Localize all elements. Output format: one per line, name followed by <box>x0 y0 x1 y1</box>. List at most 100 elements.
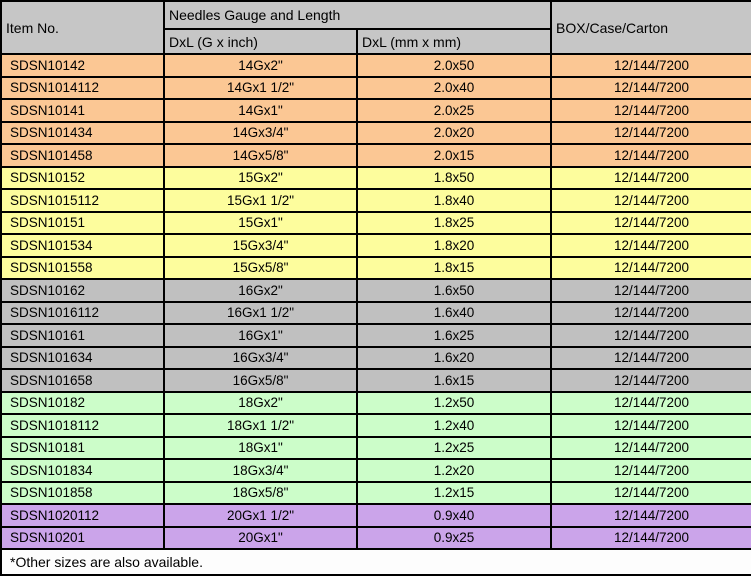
gauge-inch-cell: 15Gx5/8" <box>163 255 358 280</box>
table-row: SDSN101858 18Gx5/8" 1.2x15 12/144/7200 <box>0 480 751 505</box>
box-case-cell: 12/144/7200 <box>550 278 751 303</box>
size-mm-cell: 1.6x15 <box>356 368 552 393</box>
size-mm-cell: 1.6x50 <box>356 278 552 303</box>
box-case-cell: 12/144/7200 <box>550 210 751 235</box>
gauge-inch-cell: 14Gx3/4" <box>163 120 358 145</box>
item-no-cell: SDSN1018112 <box>0 413 165 438</box>
item-no-cell: SDSN101534 <box>0 233 165 258</box>
size-mm-cell: 1.8x20 <box>356 233 552 258</box>
item-no-cell: SDSN1014112 <box>0 75 165 100</box>
size-mm-cell: 1.2x20 <box>356 458 552 483</box>
box-case-cell: 12/144/7200 <box>550 98 751 123</box>
box-case-cell: 12/144/7200 <box>550 435 751 460</box>
table-row: SDSN101534 15Gx3/4" 1.8x20 12/144/7200 <box>0 233 751 258</box>
table-row: SDSN10152 15Gx2" 1.8x50 12/144/7200 <box>0 165 751 190</box>
gauge-inch-cell: 20Gx1 1/2" <box>163 503 358 528</box>
table-row: SDSN1016112 16Gx1 1/2" 1.6x40 12/144/7200 <box>0 300 751 325</box>
box-case-cell: 12/144/7200 <box>550 413 751 438</box>
column-header-item-no: Item No. <box>0 0 165 55</box>
column-header-box-case-carton: BOX/Case/Carton <box>550 0 751 55</box>
size-mm-cell: 2.0x25 <box>356 98 552 123</box>
item-no-cell: SDSN10151 <box>0 210 165 235</box>
gauge-inch-cell: 18Gx1 1/2" <box>163 413 358 438</box>
gauge-inch-cell: 16Gx2" <box>163 278 358 303</box>
table-row: SDSN10161 16Gx1" 1.6x25 12/144/7200 <box>0 323 751 348</box>
size-mm-cell: 1.6x20 <box>356 345 552 370</box>
box-case-cell: 12/144/7200 <box>550 458 751 483</box>
gauge-inch-cell: 18Gx2" <box>163 390 358 415</box>
table-row: SDSN10162 16Gx2" 1.6x50 12/144/7200 <box>0 278 751 303</box>
gauge-inch-cell: 16Gx1" <box>163 323 358 348</box>
box-case-cell: 12/144/7200 <box>550 345 751 370</box>
table-row: SDSN101434 14Gx3/4" 2.0x20 12/144/7200 <box>0 120 751 145</box>
box-case-cell: 12/144/7200 <box>550 368 751 393</box>
table-row: SDSN101658 16Gx5/8" 1.6x15 12/144/7200 <box>0 368 751 393</box>
item-no-cell: SDSN10201 <box>0 525 165 550</box>
box-case-cell: 12/144/7200 <box>550 480 751 505</box>
item-no-cell: SDSN10161 <box>0 323 165 348</box>
size-mm-cell: 1.2x40 <box>356 413 552 438</box>
gauge-inch-cell: 14Gx5/8" <box>163 143 358 168</box>
table-row: SDSN1014112 14Gx1 1/2" 2.0x40 12/144/7200 <box>0 75 751 100</box>
footnote-text: *Other sizes are also available. <box>0 548 751 576</box>
table-body: SDSN10142 14Gx2" 2.0x50 12/144/7200 SDSN1014… <box>0 53 751 550</box>
box-case-cell: 12/144/7200 <box>550 165 751 190</box>
item-no-cell: SDSN1020112 <box>0 503 165 528</box>
column-header-dxl-inch: DxL (G x inch) <box>163 28 358 55</box>
header-row-sub: DxL (G x inch) DxL (mm x mm) <box>1 28 751 55</box>
table-header: Item No. Needles Gauge and Length BOX/Ca… <box>0 0 751 55</box>
item-no-cell: SDSN101858 <box>0 480 165 505</box>
item-no-cell: SDSN10182 <box>0 390 165 415</box>
table-row: SDSN1020112 20Gx1 1/2" 0.9x40 12/144/7200 <box>0 503 751 528</box>
table-row: SDSN10141 14Gx1" 2.0x25 12/144/7200 <box>0 98 751 123</box>
box-case-cell: 12/144/7200 <box>550 255 751 280</box>
gauge-inch-cell: 15Gx1 1/2" <box>163 188 358 213</box>
item-no-cell: SDSN1016112 <box>0 300 165 325</box>
gauge-inch-cell: 18Gx3/4" <box>163 458 358 483</box>
gauge-inch-cell: 16Gx3/4" <box>163 345 358 370</box>
size-mm-cell: 1.8x25 <box>356 210 552 235</box>
table-row: SDSN101458 14Gx5/8" 2.0x15 12/144/7200 <box>0 143 751 168</box>
size-mm-cell: 1.6x25 <box>356 323 552 348</box>
gauge-inch-cell: 14Gx1 1/2" <box>163 75 358 100</box>
item-no-cell: SDSN101434 <box>0 120 165 145</box>
size-mm-cell: 1.6x40 <box>356 300 552 325</box>
item-no-cell: SDSN10142 <box>0 53 165 78</box>
table-row: SDSN1018112 18Gx1 1/2" 1.2x40 12/144/7200 <box>0 413 751 438</box>
box-case-cell: 12/144/7200 <box>550 188 751 213</box>
box-case-cell: 12/144/7200 <box>550 75 751 100</box>
box-case-cell: 12/144/7200 <box>550 525 751 550</box>
item-no-cell: SDSN101658 <box>0 368 165 393</box>
gauge-inch-cell: 15Gx3/4" <box>163 233 358 258</box>
table-footer: *Other sizes are also available. <box>0 548 751 576</box>
table-row: SDSN10151 15Gx1" 1.8x25 12/144/7200 <box>0 210 751 235</box>
footnote-row: *Other sizes are also available. <box>0 548 751 576</box>
table-row: SDSN1015112 15Gx1 1/2" 1.8x40 12/144/7200 <box>0 188 751 213</box>
gauge-inch-cell: 18Gx5/8" <box>163 480 358 505</box>
size-mm-cell: 1.8x50 <box>356 165 552 190</box>
box-case-cell: 12/144/7200 <box>550 120 751 145</box>
gauge-inch-cell: 20Gx1" <box>163 525 358 550</box>
box-case-cell: 12/144/7200 <box>550 233 751 258</box>
table-row: SDSN10181 18Gx1" 1.2x25 12/144/7200 <box>0 435 751 460</box>
item-no-cell: SDSN1015112 <box>0 188 165 213</box>
gauge-inch-cell: 14Gx2" <box>163 53 358 78</box>
box-case-cell: 12/144/7200 <box>550 323 751 348</box>
header-row-top: Item No. Needles Gauge and Length BOX/Ca… <box>0 0 751 55</box>
table-row: SDSN10182 18Gx2" 1.2x50 12/144/7200 <box>0 390 751 415</box>
item-no-cell: SDSN10162 <box>0 278 165 303</box>
table-row: SDSN101558 15Gx5/8" 1.8x15 12/144/7200 <box>0 255 751 280</box>
item-no-cell: SDSN101834 <box>0 458 165 483</box>
size-mm-cell: 2.0x20 <box>356 120 552 145</box>
size-mm-cell: 1.2x25 <box>356 435 552 460</box>
box-case-cell: 12/144/7200 <box>550 503 751 528</box>
box-case-cell: 12/144/7200 <box>550 300 751 325</box>
gauge-inch-cell: 16Gx5/8" <box>163 368 358 393</box>
size-mm-cell: 2.0x50 <box>356 53 552 78</box>
size-mm-cell: 2.0x15 <box>356 143 552 168</box>
size-mm-cell: 0.9x40 <box>356 503 552 528</box>
item-no-cell: SDSN10152 <box>0 165 165 190</box>
gauge-inch-cell: 15Gx1" <box>163 210 358 235</box>
